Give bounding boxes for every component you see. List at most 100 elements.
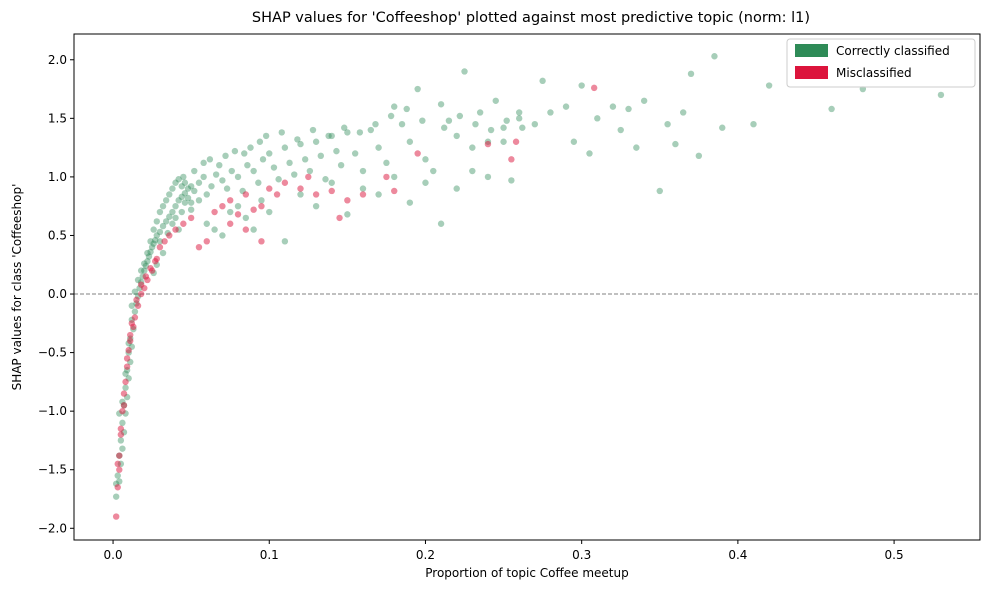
data-point [184,185,192,192]
data-point [391,103,398,110]
data-point [181,199,189,206]
data-point [178,183,185,190]
data-point [281,179,289,186]
data-point [297,191,304,198]
x-tick-label: 0.2 [416,548,435,562]
data-point [242,226,250,233]
data-point [187,206,195,213]
data-point [114,484,121,491]
data-point [175,176,182,183]
data-point [227,197,234,204]
data-point [169,185,176,192]
data-point [141,267,148,274]
x-tick-label: 0.5 [885,548,904,562]
y-axis: −2.0 −1.5 −1.0 −0.5 0.0 0.5 1.0 1.5 2.0 [38,53,74,535]
data-point [403,105,410,113]
y-tick-label: −1.5 [38,463,67,477]
chart-title: SHAP values for 'Coffeeshop' plotted aga… [252,10,810,26]
data-point [216,161,223,169]
data-point [152,258,159,265]
data-point [159,202,167,210]
data-point [181,190,189,197]
data-point [137,290,145,298]
data-point [231,147,239,155]
data-point [508,156,515,163]
data-point [586,150,593,157]
data-point [317,152,325,160]
data-point [484,140,492,148]
data-point [219,177,226,184]
data-point [750,120,757,128]
data-point [472,120,479,128]
data-point [180,220,187,227]
data-point [539,77,546,85]
data-point [228,167,235,175]
data-point [114,460,121,468]
data-point [156,208,164,216]
data-point [281,238,289,245]
x-axis: 0.0 0.1 0.2 0.3 0.4 0.5 [104,540,904,562]
data-point [356,129,364,136]
data-point [116,466,123,473]
data-point [141,260,148,267]
data-point [278,129,285,136]
data-point [336,214,343,222]
data-point [117,431,125,438]
data-point [172,226,179,233]
data-point [195,243,203,251]
data-point [487,126,495,134]
data-point [633,144,640,151]
data-point [147,238,154,245]
data-point [162,197,170,204]
data-point [266,208,273,216]
data-point [242,191,250,198]
data-point [117,425,125,432]
data-point [172,214,179,222]
data-point [286,159,293,167]
data-point [241,150,248,157]
data-point [112,493,120,500]
data-point [719,124,726,131]
data-point [453,132,460,140]
data-point [406,138,414,145]
data-point [242,214,250,222]
points-layer [112,53,945,520]
plot-background [74,34,980,540]
data-point [112,513,120,520]
data-point [133,296,140,304]
data-point [367,126,374,134]
legend-label-misclassified: Misclassified [836,66,912,80]
data-point [437,220,445,227]
data-point [206,156,214,163]
data-point [456,112,464,120]
data-point [375,191,382,198]
x-tick-label: 0.3 [572,548,591,562]
y-tick-label: 2.0 [48,53,67,67]
data-point [294,136,301,143]
x-tick-label: 0.4 [728,548,747,562]
data-point [258,202,265,210]
data-point [227,208,234,216]
data-point [166,232,173,239]
y-tick-label: −0.5 [38,346,67,360]
data-point [500,138,507,145]
y-tick-label: 0.5 [48,228,67,242]
data-point [312,191,320,198]
data-point [476,109,484,116]
data-point [312,202,320,210]
data-point [127,337,134,345]
data-point [178,208,185,216]
data-point [328,187,335,195]
data-point [406,199,414,206]
data-point [152,236,159,244]
data-point [144,249,151,257]
data-point [208,183,215,190]
data-point [344,197,351,204]
data-point [687,70,695,78]
data-point [169,208,176,216]
data-point [469,144,476,151]
data-point [291,171,298,178]
data-point [120,390,128,397]
data-point [617,126,624,134]
data-point [180,173,187,181]
